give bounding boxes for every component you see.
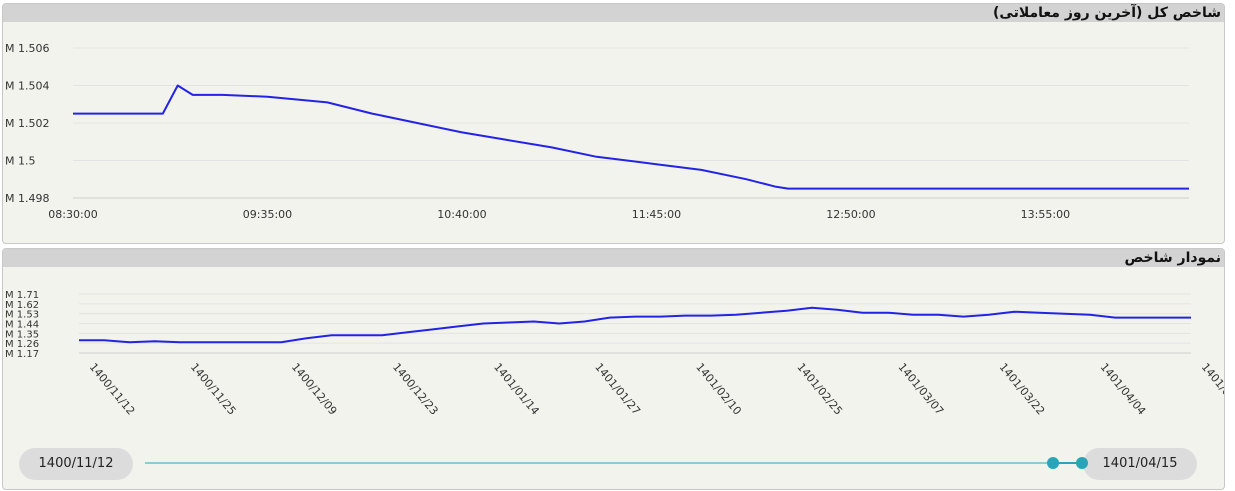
panel-intraday: شاخص کل (آخرین روز معاملاتی) M 1.498 M 1.… — [2, 3, 1225, 244]
y-tick-label: M 1.26 — [5, 339, 39, 350]
x-tick-label: 1400/11/12 — [87, 361, 138, 418]
y-tick-label: M 1.498 — [5, 192, 49, 205]
x-tick-label: 1400/12/23 — [390, 361, 441, 418]
y-tick-label: M 1.17 — [5, 349, 39, 360]
x-tick-label: 1401/03/07 — [895, 361, 946, 418]
range-start-label[interactable]: 1400/11/12 — [19, 448, 133, 480]
panel-history: نمودار شاخص M 1.17 M 1.26 M 1.35 M 1.44 M 1.… — [2, 248, 1225, 490]
x-tick-label: 1401/03/22 — [997, 361, 1048, 418]
x-tick-label: 1401/02/10 — [693, 361, 744, 418]
y-tick-label: M 1.506 — [5, 42, 49, 55]
y-tick-label: M 1.62 — [5, 300, 39, 311]
chart: M 1.17M 1.26M 1.35M 1.44M 1.53M 1.62M 1.… — [5, 290, 1224, 418]
y-tick-label: M 1.5 — [5, 155, 35, 168]
panel-title: نمودار شاخص — [3, 249, 1224, 267]
x-tick-label: 08:30:00 — [48, 208, 97, 221]
x-tick-label: 1400/12/09 — [289, 361, 340, 418]
x-tick-label: 10:40:00 — [437, 208, 486, 221]
x-tick-label: 12:50:00 — [826, 208, 875, 221]
x-tick-label: 1401/02/25 — [794, 361, 845, 418]
x-tick-label: 1401/04/04 — [1098, 361, 1149, 418]
x-tick-label: 1401/01/14 — [491, 361, 542, 418]
x-tick-label: 09:35:00 — [243, 208, 292, 221]
y-tick-label: M 1.35 — [5, 329, 39, 340]
x-tick-label: 1400/11/25 — [188, 361, 239, 418]
range-end-label[interactable]: 1401/04/15 — [1083, 448, 1197, 480]
series-line — [79, 306, 1191, 344]
y-tick-label: M 1.502 — [5, 117, 49, 130]
y-tick-label: M 1.53 — [5, 310, 39, 321]
y-tick-label: M 1.71 — [5, 290, 39, 301]
series-line — [73, 84, 1189, 190]
y-tick-label: M 1.504 — [5, 80, 49, 93]
chart: M 1.498 M 1.5 M 1.502 M 1.504 M 1.506 08:30:0… — [5, 42, 1189, 221]
x-tick-label: 11:45:00 — [632, 208, 681, 221]
panel-title: شاخص کل (آخرین روز معاملاتی) — [3, 4, 1224, 22]
y-tick-label: M 1.44 — [5, 320, 39, 331]
x-tick-label: 1401/01/27 — [592, 361, 643, 418]
x-tick-label: 1401/04/15 — [1199, 361, 1224, 418]
x-tick-label: 13:55:00 — [1021, 208, 1070, 221]
